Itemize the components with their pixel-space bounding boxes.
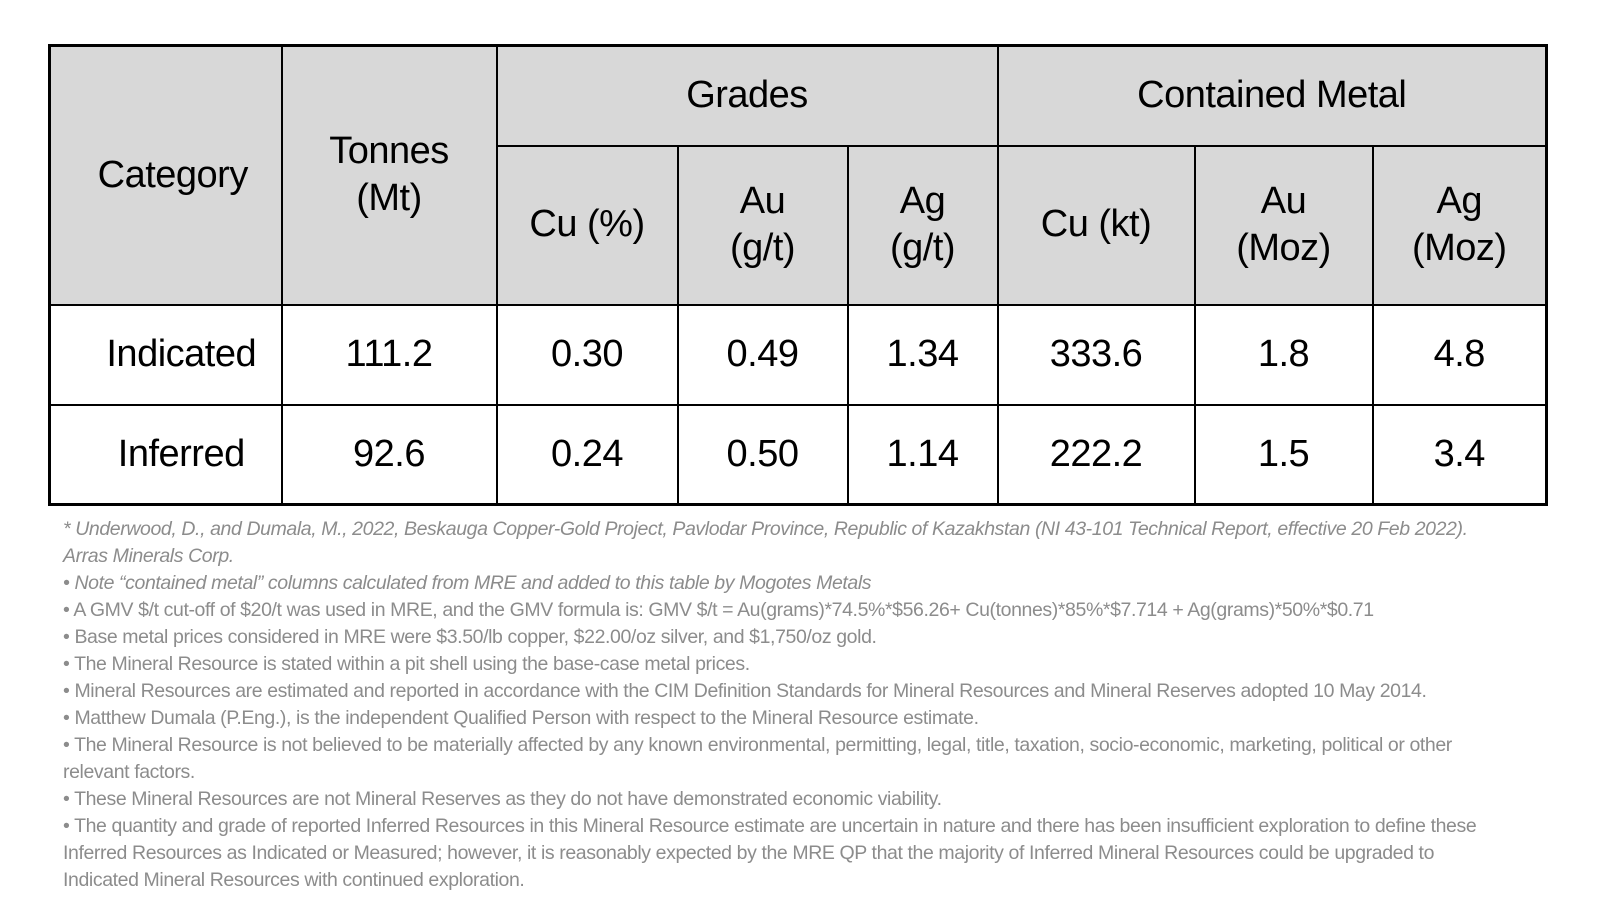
cell-ag-moz: 4.8	[1371, 303, 1548, 406]
footnote-item: • The Mineral Resource is stated within …	[63, 653, 750, 675]
footnote-item: • Mineral Resources are estimated and re…	[63, 680, 1427, 702]
cell-tonnes-mt: 111.2	[280, 303, 498, 406]
subheader-au-gpt: Au (g/t)	[676, 144, 849, 306]
cell-cu-pct: 0.30	[495, 303, 679, 406]
footnotes: * Underwood, D., and Dumala, M., 2022, B…	[63, 516, 1511, 894]
subheader-cu-pct: Cu (%)	[495, 144, 679, 306]
subheader-cu-kt: Cu (kt)	[996, 144, 1196, 306]
subheader-au-moz: Au (Moz)	[1193, 144, 1374, 306]
cell-category: Inferred	[48, 403, 283, 506]
footnote-item: • The Mineral Resource is not believed t…	[63, 734, 1452, 783]
subheader-ag-moz: Ag (Moz)	[1371, 144, 1548, 306]
cell-au-moz: 1.8	[1193, 303, 1374, 406]
footnote-source-citation: * Underwood, D., and Dumala, M., 2022, B…	[63, 518, 1468, 567]
footnote-item: • A GMV $/t cut-off of $20/t was used in…	[63, 599, 1374, 621]
header-grades-group: Grades	[495, 44, 999, 147]
footnote-item: • Note “contained metal” columns calcula…	[63, 572, 872, 594]
cell-cu-kt: 333.6	[996, 303, 1196, 406]
cell-cu-kt: 222.2	[996, 403, 1196, 506]
cell-tonnes-mt: 92.6	[280, 403, 498, 506]
footnote-item: • The quantity and grade of reported Inf…	[63, 815, 1477, 891]
header-category: Category	[48, 44, 283, 306]
header-group-row: Category Tonnes (Mt) Grades Contained Me…	[48, 44, 1548, 306]
cell-ag-gpt: 1.34	[846, 303, 999, 406]
subheader-ag-gpt: Ag (g/t)	[846, 144, 999, 306]
table-row-inferred: Inferred 92.6 0.24 0.50 1.14 222.2 1.5 3…	[48, 403, 1548, 506]
cell-au-gpt: 0.50	[676, 403, 849, 506]
header-tonnes-mt: Tonnes (Mt)	[280, 44, 498, 306]
footnote-item: • Matthew Dumala (P.Eng.), is the indepe…	[63, 707, 979, 729]
cell-category: Indicated	[48, 303, 283, 406]
cell-au-moz: 1.5	[1193, 403, 1374, 506]
table-row-indicated: Indicated 111.2 0.30 0.49 1.34 333.6 1.8…	[48, 303, 1548, 406]
footnote-item: • These Mineral Resources are not Minera…	[63, 788, 942, 810]
cell-ag-moz: 3.4	[1371, 403, 1548, 506]
cell-ag-gpt: 1.14	[846, 403, 999, 506]
header-sub-row: Cu (%) Au (g/t) Ag (g/t) Cu (kt) Au (Moz…	[50, 144, 1548, 306]
footnote-item: • Base metal prices considered in MRE we…	[63, 626, 877, 648]
cell-au-gpt: 0.49	[676, 303, 849, 406]
mineral-resource-table: Category Tonnes (Mt) Grades Contained Me…	[48, 44, 1549, 506]
cell-cu-pct: 0.24	[495, 403, 679, 506]
header-contained-metal-group: Contained Metal	[996, 44, 1548, 147]
